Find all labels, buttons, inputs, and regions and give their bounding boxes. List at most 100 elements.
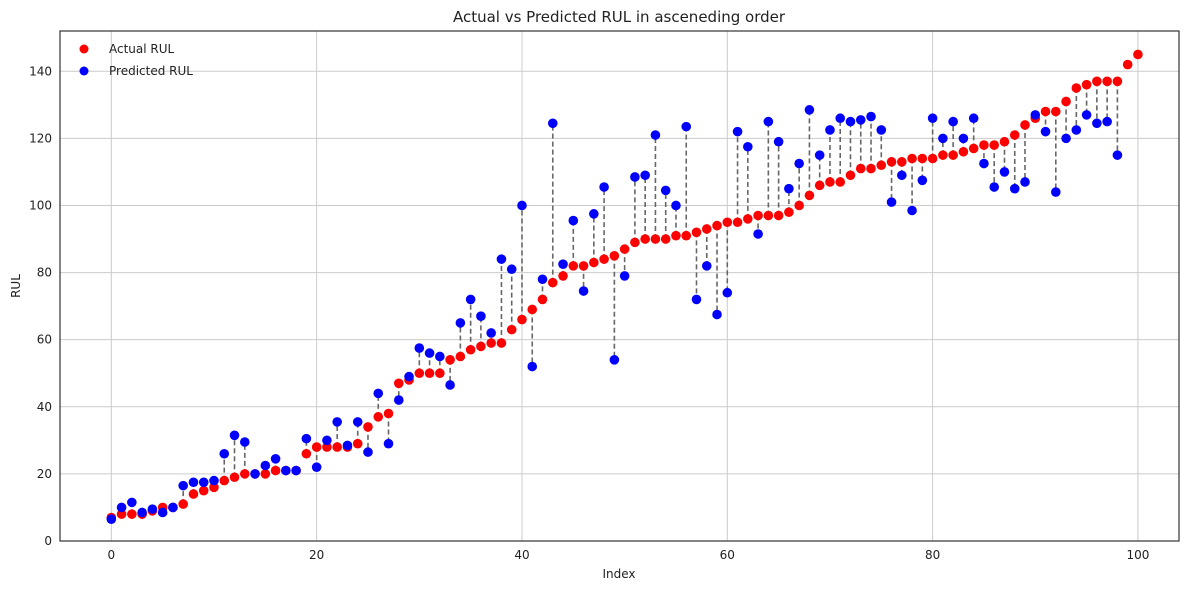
chart-title: Actual vs Predicted RUL in asceneding or… <box>453 8 786 26</box>
actual-point <box>671 230 681 241</box>
x-tick-label: 80 <box>925 548 940 562</box>
predicted-point <box>445 380 455 390</box>
legend: Actual RUL Predicted RUL <box>79 42 193 78</box>
predicted-point <box>229 430 240 441</box>
actual-point <box>301 448 312 459</box>
predicted-point <box>373 388 384 399</box>
predicted-point <box>671 200 681 211</box>
actual-point <box>630 237 640 248</box>
predicted-point <box>814 150 825 160</box>
actual-point <box>455 351 466 362</box>
actual-point <box>1081 79 1092 90</box>
predicted-point <box>1061 133 1071 144</box>
actual-point <box>968 143 979 154</box>
predicted-point <box>517 200 527 211</box>
legend-predicted-marker <box>79 66 89 76</box>
predicted-point <box>938 133 948 144</box>
predicted-point <box>968 113 979 124</box>
actual-point <box>876 160 887 171</box>
predicted-point <box>301 433 312 444</box>
x-axis-label: Index <box>602 567 635 581</box>
legend-predicted-label: Predicted RUL <box>109 64 193 78</box>
predicted-point <box>855 115 866 125</box>
predicted-point <box>1040 126 1051 137</box>
predicted-point <box>660 185 671 196</box>
predicted-point <box>917 175 928 186</box>
actual-point <box>1112 76 1123 87</box>
actual-point <box>650 234 661 244</box>
predicted-point <box>897 170 907 181</box>
y-ticks: 0 20 40 60 80 100 120 140 <box>29 64 52 548</box>
actual-point <box>927 153 938 164</box>
actual-point <box>517 314 527 325</box>
predicted-point <box>106 514 117 524</box>
actual-point <box>332 442 342 452</box>
predicted-point <box>393 395 404 405</box>
predicted-point <box>630 172 640 182</box>
predicted-point <box>363 447 373 457</box>
actual-point <box>845 170 856 181</box>
predicted-point <box>281 465 291 476</box>
actual-point <box>681 230 692 241</box>
predicted-point <box>958 133 969 144</box>
predicted-point <box>1071 125 1082 135</box>
actual-point <box>1102 76 1112 87</box>
actual-point <box>999 136 1010 147</box>
actual-point <box>640 234 650 244</box>
predicted-point <box>424 348 435 358</box>
actual-point <box>825 177 835 187</box>
predicted-point <box>465 294 476 305</box>
actual-point <box>773 210 784 221</box>
predicted-point <box>1020 177 1030 187</box>
actual-point <box>701 224 712 234</box>
actual-point <box>743 214 753 224</box>
predicted-point <box>743 141 753 152</box>
predicted-point <box>979 158 989 169</box>
predicted-point <box>619 271 630 281</box>
actual-point <box>239 469 250 479</box>
y-tick-label: 0 <box>44 534 52 548</box>
predicted-point <box>589 209 599 219</box>
predicted-point <box>455 318 466 328</box>
predicted-point <box>948 116 958 127</box>
actual-point <box>270 465 281 476</box>
y-tick-label: 80 <box>37 266 52 280</box>
actual-point <box>1040 106 1051 117</box>
predicted-point <box>209 475 219 486</box>
predicted-point <box>476 311 486 321</box>
predicted-point <box>137 507 147 518</box>
actual-point <box>660 234 671 244</box>
actual-point <box>794 200 804 211</box>
predicted-point <box>352 417 363 427</box>
predicted-points <box>106 105 1123 524</box>
predicted-point <box>568 215 579 226</box>
predicted-point <box>147 504 158 514</box>
predicted-point <box>291 465 301 476</box>
actual-points <box>106 49 1143 523</box>
predicted-point <box>691 294 702 305</box>
y-axis-label: RUL <box>9 274 23 298</box>
actual-point <box>527 304 538 315</box>
actual-point <box>1020 120 1030 130</box>
actual-point <box>219 475 230 486</box>
actual-point <box>732 217 743 228</box>
actual-point <box>1133 49 1143 60</box>
predicted-point <box>835 113 846 124</box>
actual-point <box>424 368 435 379</box>
predicted-point <box>322 435 332 446</box>
predicted-point <box>999 167 1010 177</box>
y-tick-label: 120 <box>29 131 52 145</box>
actual-point <box>1061 96 1071 107</box>
predicted-point <box>558 259 568 269</box>
predicted-point <box>414 343 425 353</box>
predicted-point <box>876 125 887 135</box>
actual-point <box>188 489 199 499</box>
predicted-point <box>178 480 188 491</box>
actual-point <box>897 157 907 167</box>
actual-point <box>722 217 733 228</box>
predicted-point <box>496 254 507 264</box>
actual-point <box>835 177 846 187</box>
predicted-point <box>599 182 609 192</box>
predicted-point <box>250 469 260 479</box>
